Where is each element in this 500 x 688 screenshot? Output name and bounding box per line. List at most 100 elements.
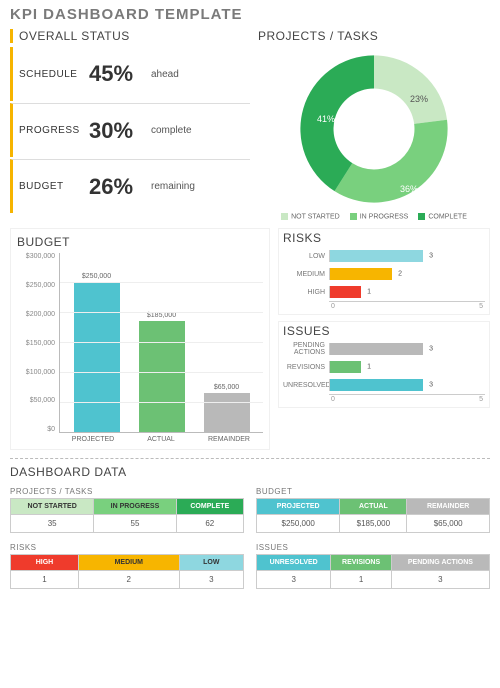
hbar-track: 3 — [329, 250, 485, 262]
issues-heading: ISSUES — [283, 324, 485, 338]
hbar-label: PENDING ACTIONS — [283, 342, 329, 356]
hbar-label: MEDIUM — [283, 271, 329, 278]
overall-status-panel: OVERALL STATUS SCHEDULE 45% aheadPROGRES… — [10, 29, 250, 220]
hbar-row: LOW 3 — [283, 247, 485, 265]
status-sub: complete — [151, 125, 192, 136]
hbar-value: 2 — [398, 271, 402, 278]
hbar-label: REVISIONS — [283, 364, 329, 371]
ytick: $200,000 — [17, 311, 55, 318]
table-cell: 35 — [11, 515, 94, 533]
hbar-label: UNRESOLVED — [283, 382, 329, 389]
table-header: PROJECTED — [257, 499, 340, 515]
table-header: LOW — [179, 555, 243, 571]
table-header: UNRESOLVED — [257, 555, 331, 571]
data-heading: DASHBOARD DATA — [10, 465, 490, 479]
hbar-track: 3 — [329, 379, 485, 391]
legend-item: NOT STARTED — [281, 213, 340, 220]
table-header: MEDIUM — [78, 555, 179, 571]
xtick: REMAINDER — [195, 433, 263, 443]
table-cell: 1 — [11, 571, 79, 589]
hbar-track: 3 — [329, 343, 485, 355]
hbar-label: LOW — [283, 253, 329, 260]
hbar-xtick: 0 — [331, 396, 335, 403]
budget-heading: BUDGET — [17, 235, 263, 249]
issues-table: UNRESOLVEDREVISIONSPENDING ACTIONS313 — [256, 554, 490, 589]
table-header: HIGH — [11, 555, 79, 571]
hbar-track: 2 — [329, 268, 485, 280]
bar-value-label: $185,000 — [147, 312, 176, 319]
hbar-label: HIGH — [283, 289, 329, 296]
budget-panel: BUDGET $300,000 $250,000 $200,000 $150,000 $… — [10, 228, 270, 450]
ytick: $250,000 — [17, 282, 55, 289]
budget-table: PROJECTEDACTUALREMAINDER $250,000$185,000… — [256, 498, 490, 533]
xtick: ACTUAL — [127, 433, 195, 443]
table-cell: 3 — [179, 571, 243, 589]
hbar-row: REVISIONS 1 — [283, 358, 485, 376]
status-item: SCHEDULE 45% ahead — [10, 47, 250, 101]
donut-slice — [374, 55, 447, 124]
ytick: $0 — [17, 426, 55, 433]
status-sub: remaining — [151, 181, 195, 192]
hbar-xtick: 5 — [479, 396, 483, 403]
ytick: $300,000 — [17, 253, 55, 260]
table-header: REVISIONS — [331, 555, 391, 571]
hbar-fill: 2 — [330, 268, 392, 280]
status-pct: 30% — [89, 118, 151, 144]
donut-slice-label: 23% — [410, 94, 428, 104]
hbar-xtick: 5 — [479, 303, 483, 310]
table-cell: $250,000 — [257, 515, 340, 533]
legend-item: COMPLETE — [418, 213, 467, 220]
projects-table: NOT STARTEDIN PROGRESSCOMPLETE355562 — [10, 498, 244, 533]
side-panel: RISKS LOW 3 MEDIUM 2 HIGH 1 05 ISSUES — [278, 228, 490, 450]
table-cell: 3 — [391, 571, 489, 589]
projects-heading: PROJECTS / TASKS — [258, 29, 490, 43]
table-header: PENDING ACTIONS — [391, 555, 489, 571]
hbar-track: 1 — [329, 286, 485, 298]
donut-slice — [335, 120, 448, 203]
ytick: $50,000 — [17, 397, 55, 404]
donut-slice-label: 36% — [400, 184, 418, 194]
projects-panel: PROJECTS / TASKS 23% 36% 41% NOT STARTED IN… — [258, 29, 490, 220]
table-cell: 62 — [176, 515, 243, 533]
risks-chart: RISKS LOW 3 MEDIUM 2 HIGH 1 05 — [278, 228, 490, 315]
status-item: BUDGET 26% remaining — [10, 159, 250, 213]
data-budget-title: BUDGET — [256, 487, 490, 496]
hbar-row: PENDING ACTIONS 3 — [283, 340, 485, 358]
hbar-fill: 3 — [330, 250, 423, 262]
bar-fill — [74, 282, 120, 432]
table-cell: 2 — [78, 571, 179, 589]
hbar-value: 1 — [367, 364, 371, 371]
hbar-value: 3 — [429, 253, 433, 260]
status-pct: 45% — [89, 61, 151, 87]
hbar-xtick: 0 — [331, 303, 335, 310]
table-cell: $185,000 — [340, 515, 407, 533]
hbar-value: 3 — [429, 382, 433, 389]
hbar-fill: 1 — [330, 361, 361, 373]
table-header: IN PROGRESS — [94, 499, 176, 515]
hbar-fill: 3 — [330, 379, 423, 391]
hbar-value: 3 — [429, 346, 433, 353]
hbar-track: 1 — [329, 361, 485, 373]
ytick: $150,000 — [17, 340, 55, 347]
data-projects-title: PROJECTS / TASKS — [10, 487, 244, 496]
status-sub: ahead — [151, 69, 179, 80]
status-item: PROGRESS 30% complete — [10, 103, 250, 157]
bar-fill — [204, 393, 250, 432]
overall-heading: OVERALL STATUS — [10, 29, 250, 43]
data-risks-title: RISKS — [10, 543, 244, 552]
hbar-row: UNRESOLVED 3 — [283, 376, 485, 394]
hbar-fill: 3 — [330, 343, 423, 355]
legend-item: IN PROGRESS — [350, 213, 409, 220]
risks-table: HIGHMEDIUMLOW 123 — [10, 554, 244, 589]
hbar-row: HIGH 1 — [283, 283, 485, 301]
data-issues-title: ISSUES — [256, 543, 490, 552]
status-label: BUDGET — [19, 181, 89, 192]
status-label: SCHEDULE — [19, 69, 89, 80]
table-header: COMPLETE — [176, 499, 243, 515]
table-header: REMAINDER — [407, 499, 490, 515]
table-cell: 55 — [94, 515, 176, 533]
hbar-row: MEDIUM 2 — [283, 265, 485, 283]
xtick: PROJECTED — [59, 433, 127, 443]
table-header: ACTUAL — [340, 499, 407, 515]
donut-slice-label: 41% — [317, 114, 335, 124]
